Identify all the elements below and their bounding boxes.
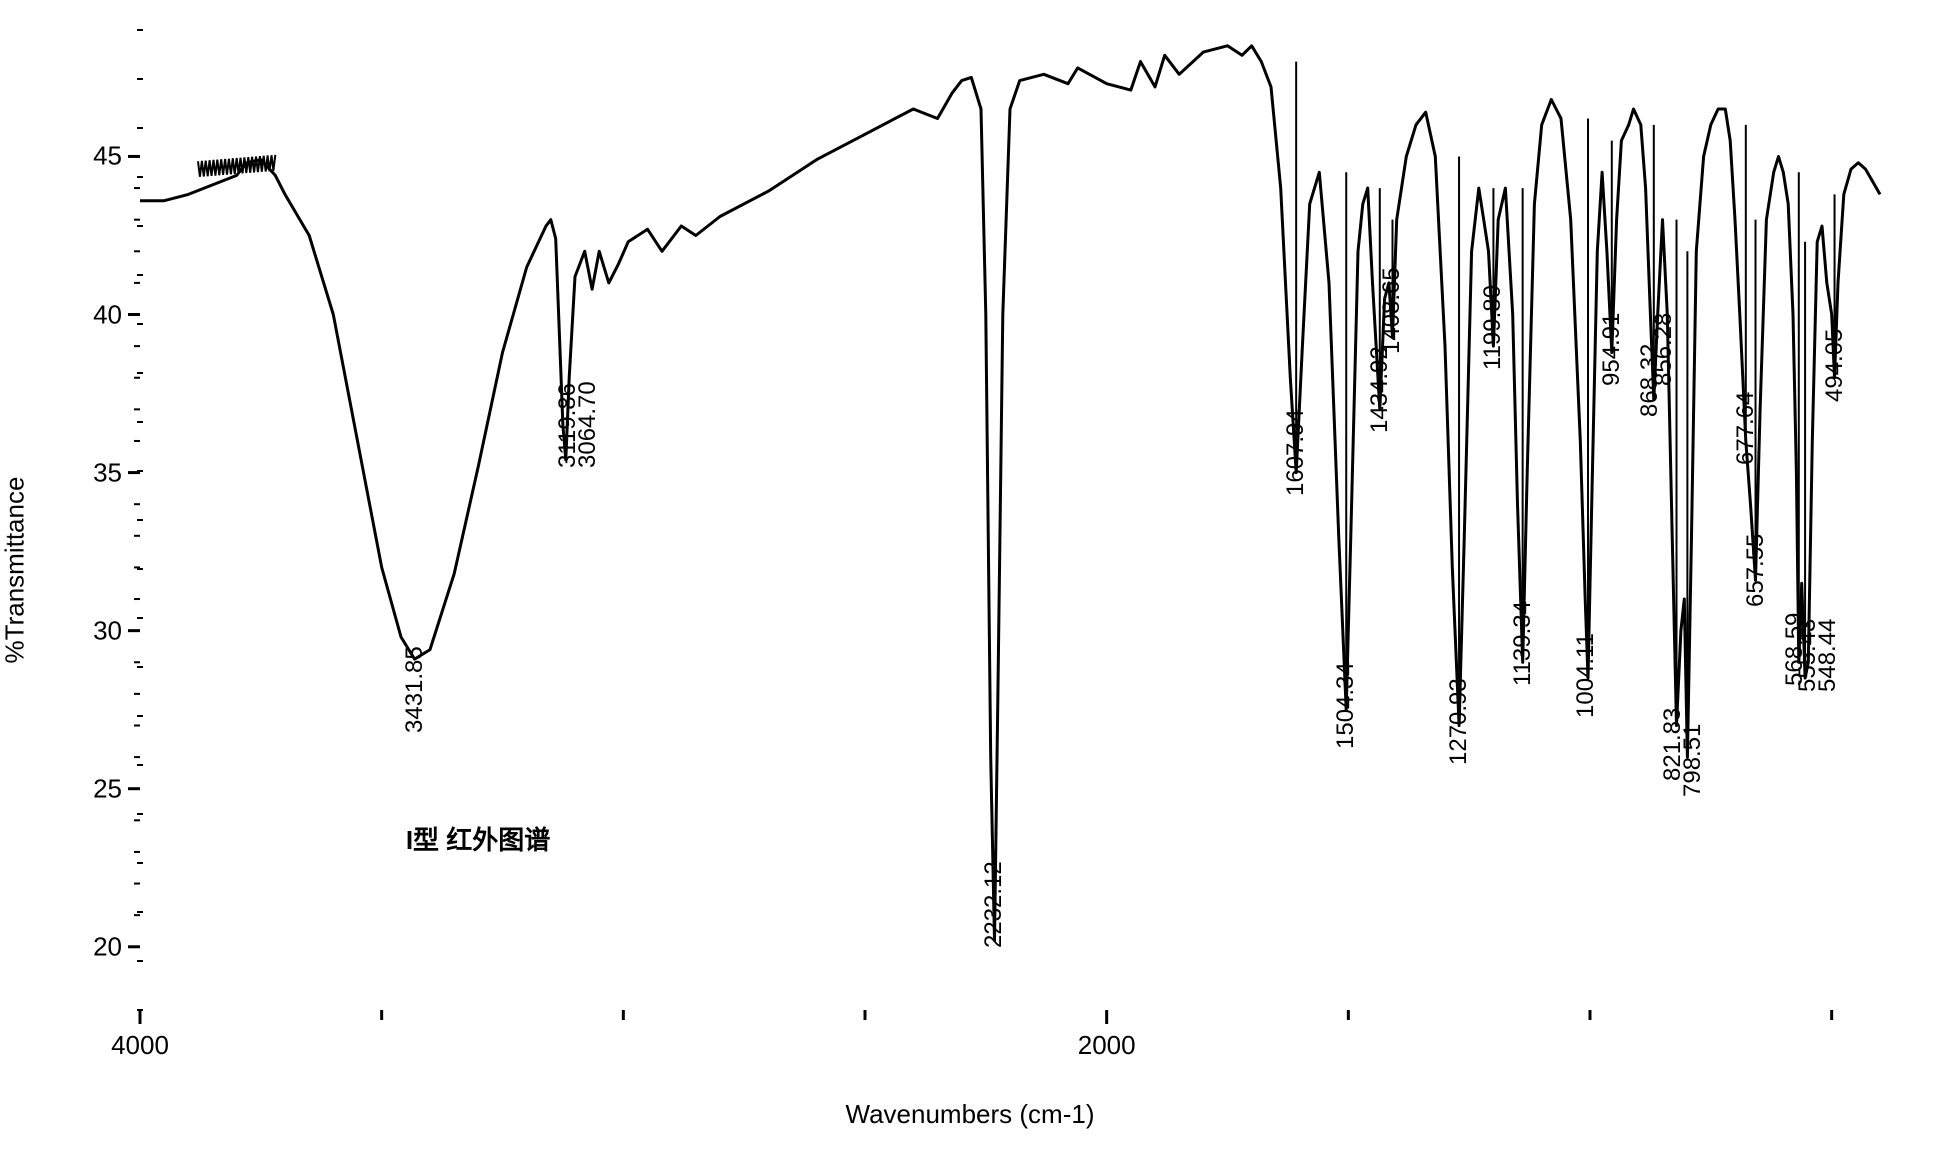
peak-label: 657.55 bbox=[1744, 534, 1768, 607]
x-tick-label: 2000 bbox=[1078, 1010, 1136, 1061]
peak-label: 1607.94 bbox=[1284, 410, 1308, 497]
peak-label: 1004.11 bbox=[1574, 633, 1598, 718]
y-tick-label: 30 bbox=[93, 615, 140, 646]
y-tick-label: 25 bbox=[93, 773, 140, 804]
peak-label: 954.91 bbox=[1600, 312, 1624, 385]
peak-label: 494.05 bbox=[1823, 328, 1847, 401]
peak-label: 548.44 bbox=[1816, 619, 1840, 692]
x-axis-label: Wavenumbers (cm-1) bbox=[846, 1099, 1095, 1130]
peak-label: 1434.92 bbox=[1368, 346, 1392, 433]
peak-label: 3431.85 bbox=[403, 647, 427, 734]
peak-label: 1199.80 bbox=[1481, 285, 1505, 370]
y-tick-label: 35 bbox=[93, 457, 140, 488]
y-tick-label: 40 bbox=[93, 299, 140, 330]
plot-area: 202530354045400020003431.853119.863064.7… bbox=[140, 30, 1880, 1010]
peak-label: 1139.34 bbox=[1511, 601, 1535, 686]
y-axis-label: %Transmittance bbox=[0, 477, 31, 664]
ir-spectrum-chart: %Transmittance 202530354045400020003431.… bbox=[30, 20, 1910, 1120]
peak-label: 1270.93 bbox=[1447, 678, 1471, 765]
peak-label: 1504.34 bbox=[1334, 663, 1358, 750]
chart-caption: I型 红外图谱 bbox=[406, 820, 550, 857]
peak-label: 1408.65 bbox=[1380, 267, 1404, 354]
spectrum-svg bbox=[140, 30, 1880, 1010]
x-tick-label: 4000 bbox=[111, 1010, 169, 1061]
y-tick-label: 20 bbox=[93, 931, 140, 962]
peak-label: 798.51 bbox=[1681, 723, 1705, 796]
y-tick-label: 45 bbox=[93, 141, 140, 172]
spectrum-line bbox=[140, 46, 1880, 941]
peak-label: 677.64 bbox=[1734, 391, 1758, 464]
peak-label: 3064.70 bbox=[576, 381, 600, 468]
peak-label: 2232.12 bbox=[982, 862, 1006, 949]
peak-label: 856.28 bbox=[1652, 312, 1676, 385]
